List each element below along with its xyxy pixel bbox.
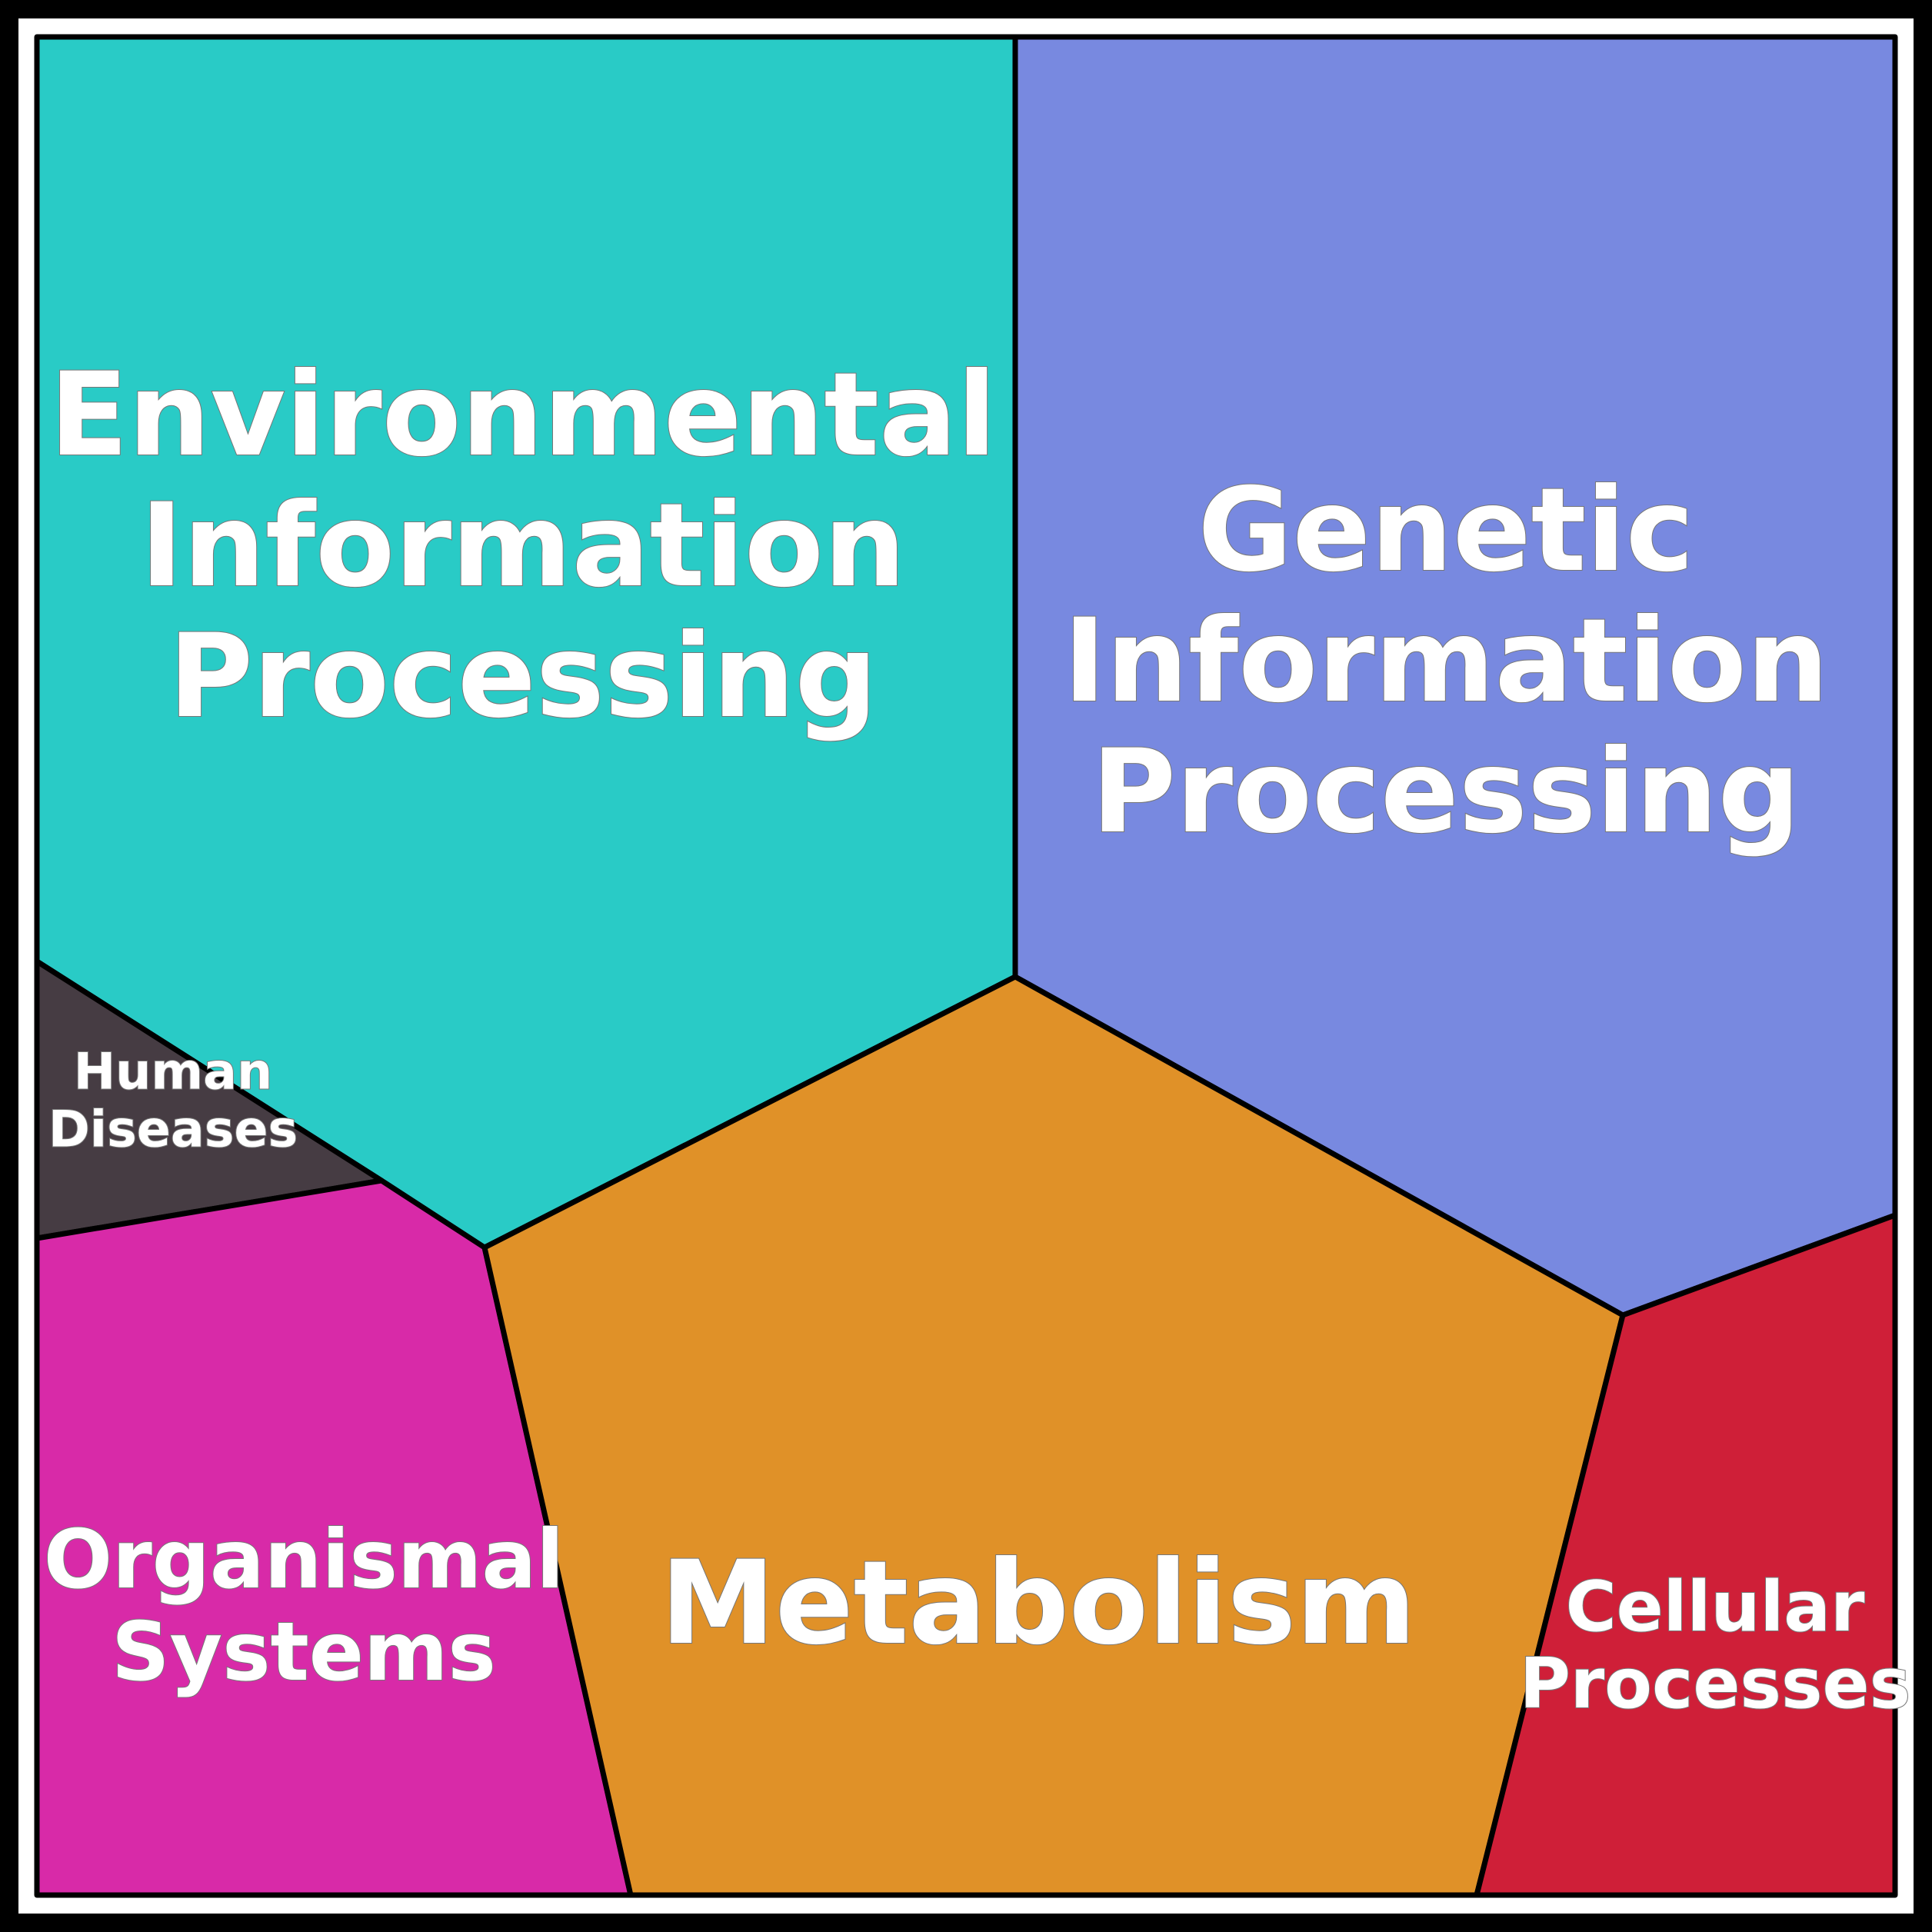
cell-label-cel-line1: Cellular <box>1566 1567 1865 1647</box>
cell-label-cel-line2: Processes <box>1520 1644 1910 1724</box>
cell-label-hum-line2: Diseases <box>48 1101 298 1159</box>
voronoi-treemap: EnvironmentalInformationProcessingGeneti… <box>0 0 1932 1932</box>
cell-label-met: Metabolism <box>661 1537 1417 1671</box>
cell-label-env-line3: Processing <box>168 610 878 744</box>
cell-label-org-line2: Systems <box>112 1605 496 1699</box>
cell-label-org-line1: Organismal <box>44 1513 565 1607</box>
cell-label-hum-line1: Human <box>74 1044 273 1101</box>
cell-label-env-line1: Environmental <box>49 348 996 482</box>
cell-label-gen-line1: Genetic <box>1198 464 1694 598</box>
cell-label-gen-line2: Information <box>1063 595 1828 728</box>
cell-label-env-line2: Information <box>140 479 905 613</box>
cell-label-gen-line3: Processing <box>1091 725 1800 859</box>
